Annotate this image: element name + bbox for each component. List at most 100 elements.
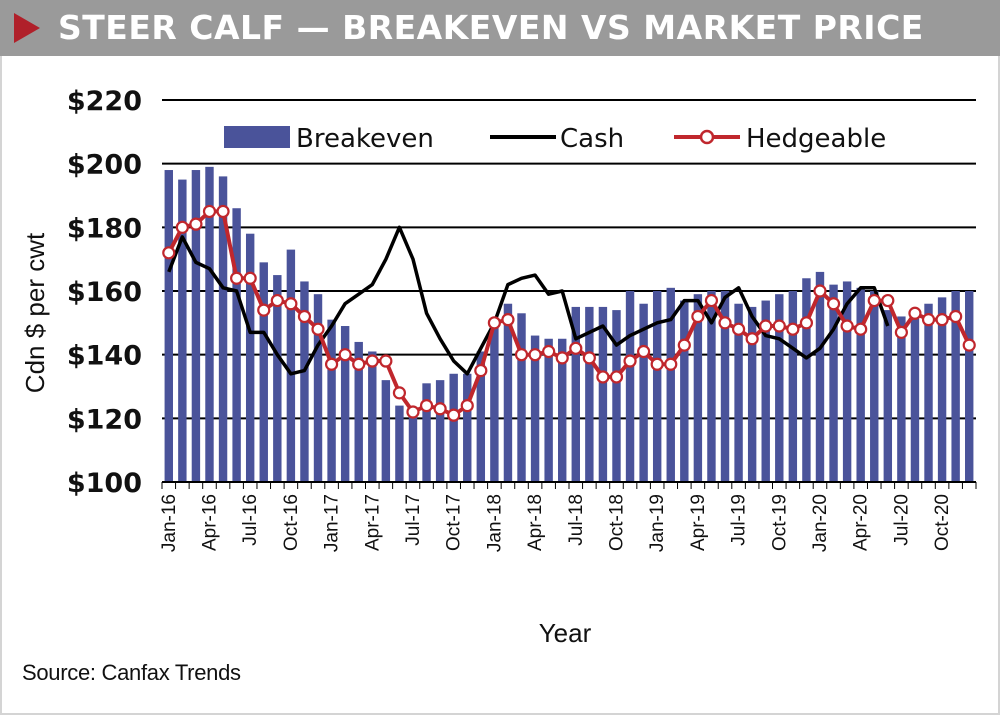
- breakeven-bar: [734, 303, 743, 482]
- breakeven-bar: [761, 300, 770, 482]
- breakeven-bar: [544, 338, 553, 482]
- hedgeable-point: [297, 309, 312, 324]
- breakeven-bar: [897, 316, 906, 482]
- hedgeable-point: [894, 325, 908, 339]
- breakeven-bar: [530, 335, 540, 482]
- breakeven-bar: [503, 303, 513, 482]
- hedgeable-point: [949, 309, 963, 324]
- breakeven-bar: [286, 249, 296, 482]
- hedgeable-point: [650, 357, 664, 371]
- breakeven-bar: [652, 291, 662, 482]
- triangle-arrow-icon: [14, 13, 40, 43]
- breakeven-bar: [788, 291, 798, 482]
- hedgeable-point: [962, 338, 976, 352]
- hedgeable-point: [324, 357, 339, 371]
- hedgeable-point: [582, 351, 596, 365]
- breakeven-bar: [300, 281, 309, 482]
- breakeven-bar: [693, 294, 703, 482]
- hedgeable-point: [677, 338, 691, 352]
- hedgeable-point: [365, 354, 379, 368]
- breakeven-bar: [178, 179, 187, 483]
- hedgeable-point: [487, 316, 501, 330]
- breakeven-bar: [924, 303, 933, 482]
- legend-swatch-breakeven: [224, 126, 290, 148]
- breakeven-bar: [340, 326, 350, 482]
- breakeven-bar: [951, 291, 960, 482]
- chart-frame: [0, 56, 1000, 715]
- x-tick-label: Jul-16: [240, 494, 261, 546]
- cash-line-series: [167, 225, 890, 376]
- hedgeable-point: [542, 344, 556, 359]
- hedgeable-point: [189, 217, 203, 231]
- x-tick-label: Jul-19: [729, 494, 750, 546]
- x-tick-label: Oct-18: [606, 494, 627, 551]
- breakeven-bar: [354, 341, 363, 482]
- cash-line: [167, 225, 890, 376]
- breakeven-bar: [517, 313, 526, 482]
- hedgeable-point: [514, 348, 529, 362]
- x-tick-label: Jan-20: [810, 494, 831, 552]
- y-tick-label: $140: [67, 341, 142, 372]
- hedgeable-point: [433, 402, 447, 416]
- breakeven-bar: [883, 310, 893, 482]
- legend-background: [212, 112, 912, 160]
- breakeven-bar: [435, 380, 445, 482]
- breakeven-bar: [490, 322, 499, 482]
- breakeven-bar: [571, 306, 580, 482]
- hedgeable-point: [379, 354, 393, 368]
- hedgeable-point: [921, 313, 936, 327]
- y-tick-label: $200: [67, 150, 142, 181]
- breakeven-bar: [205, 166, 214, 482]
- hedgeable-point: [311, 322, 325, 336]
- hedgeable-point: [772, 319, 786, 333]
- breakeven-bar: [585, 306, 594, 482]
- breakeven-bar: [910, 310, 920, 482]
- hedgeable-point: [569, 341, 583, 355]
- breakeven-bar: [395, 405, 404, 482]
- y-tick-label: $120: [67, 404, 142, 435]
- source-note: Source: Canfax Trends: [22, 660, 241, 685]
- x-tick-label: Jan-18: [484, 494, 505, 552]
- breakeven-bar: [422, 383, 431, 482]
- hedgeable-point: [243, 271, 257, 285]
- hedgeable-point: [691, 309, 705, 324]
- breakeven-bar: [232, 208, 241, 482]
- breakeven-bar: [191, 170, 201, 483]
- y-tick-label: $160: [67, 277, 142, 308]
- x-tick-label: Jan-19: [647, 494, 668, 552]
- x-tick-label: Oct-20: [932, 494, 953, 551]
- legend-label-breakeven: Breakeven: [296, 124, 434, 154]
- hedgeable-point: [202, 204, 217, 219]
- breakeven-bar: [164, 170, 173, 483]
- breakeven-bar: [707, 291, 716, 482]
- legend: Breakeven Cash Hedgeable: [212, 112, 912, 160]
- hedgeable-point: [826, 297, 841, 311]
- legend-marker-hedgeable: [699, 129, 715, 145]
- x-tick-label: Oct-19: [769, 494, 790, 551]
- chart-title: STEER CALF — BREAKEVEN VS MARKET PRICE: [58, 8, 924, 47]
- hedgeable-point: [759, 319, 773, 333]
- hedgeable-point: [352, 357, 366, 371]
- breakeven-bar: [680, 300, 689, 482]
- breakeven-bar: [476, 351, 486, 482]
- x-tick-label: Apr-20: [851, 494, 872, 551]
- hedgeable-point: [935, 313, 949, 327]
- y-tick-label: $180: [67, 213, 142, 244]
- breakeven-bar: [815, 271, 825, 482]
- x-tick-label: Jul-17: [403, 494, 424, 546]
- x-axis-label: Year: [539, 618, 592, 648]
- hedgeable-point: [216, 204, 230, 219]
- y-axis-label: Cdn $ per cwt: [20, 232, 50, 393]
- breakeven-bar: [218, 176, 228, 482]
- breakeven-bar: [842, 281, 852, 482]
- breakeven-bar: [856, 287, 865, 482]
- breakeven-bar: [368, 351, 377, 482]
- hedgeable-point: [813, 284, 827, 298]
- x-tick-label: Apr-16: [199, 494, 220, 551]
- breakeven-bar: [639, 303, 648, 482]
- hedgeable-point: [284, 297, 298, 311]
- breakeven-bar: [720, 291, 730, 482]
- y-tick-label: $100: [67, 468, 142, 499]
- gridlines: [162, 99, 976, 420]
